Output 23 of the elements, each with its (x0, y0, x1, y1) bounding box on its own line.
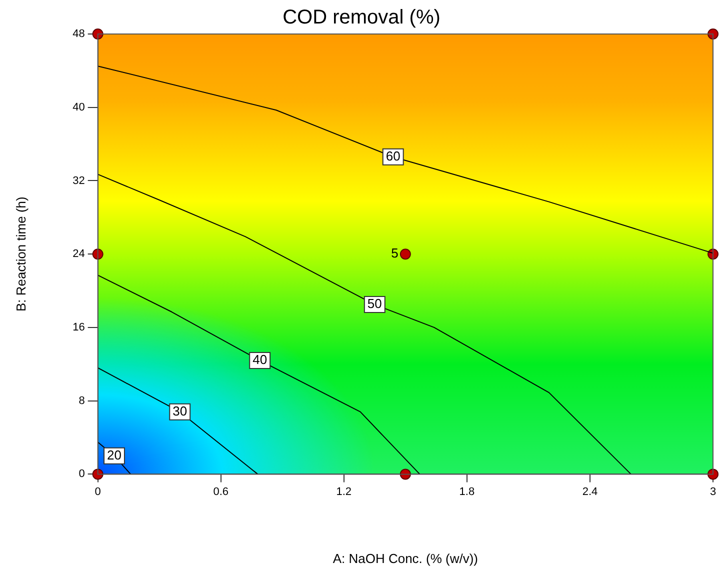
x-tick-label: 1.2 (336, 486, 352, 498)
y-axis-title: B: Reaction time (h) (13, 196, 28, 312)
series-label: 60 (386, 148, 400, 164)
y-tick-label: 16 (72, 322, 85, 334)
point (400, 248, 411, 260)
x-tick-label: 1.8 (459, 486, 475, 498)
y-tick-label: 48 (72, 28, 85, 40)
x-tick-label: 3 (710, 486, 716, 498)
x-tick-label: 0.6 (213, 486, 229, 498)
series-label: 40 (252, 352, 268, 368)
x-axis-title: A: NaOH Conc. (% (w/v)) (332, 550, 478, 566)
y-tick-label: 24 (72, 248, 85, 260)
annotation: 5 (391, 246, 398, 261)
y-tick-label: 40 (72, 101, 85, 114)
chart-title: COD removal (%) (282, 6, 440, 29)
y-tick-label: 8 (78, 394, 85, 407)
y-tick-label: 32 (72, 174, 85, 187)
x-tick-label: 2.4 (582, 486, 598, 498)
y-tick-label: 0 (78, 468, 85, 480)
series-label: 50 (367, 296, 382, 312)
series-label: 20 (107, 447, 122, 462)
series-label: 30 (172, 403, 188, 418)
x-tick-label: 0 (94, 486, 101, 498)
